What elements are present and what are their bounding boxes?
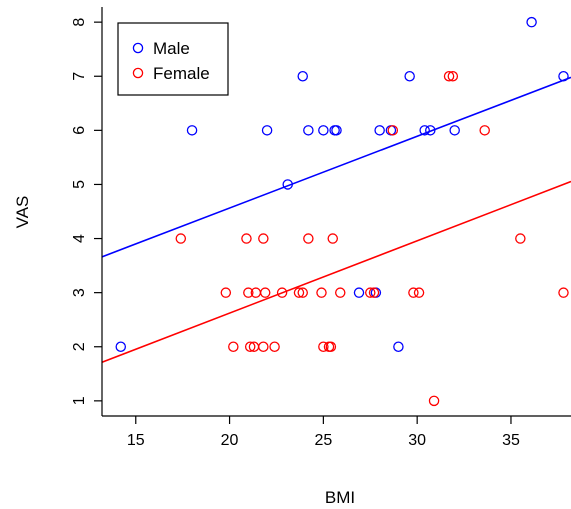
y-tick-label: 6: [71, 126, 88, 135]
point-female: [336, 288, 345, 297]
fit-line-male: [102, 77, 571, 256]
point-male: [405, 72, 414, 81]
y-tick-label: 1: [71, 396, 88, 405]
point-male: [304, 126, 313, 135]
point-female: [229, 342, 238, 351]
y-tick-label: 2: [71, 342, 88, 351]
point-female: [414, 288, 423, 297]
point-female: [317, 288, 326, 297]
x-axis-title: BMI: [325, 488, 355, 507]
point-female: [304, 234, 313, 243]
point-male: [262, 126, 271, 135]
point-female: [270, 342, 279, 351]
point-female: [242, 234, 251, 243]
point-female: [261, 288, 270, 297]
point-male: [354, 288, 363, 297]
point-female: [221, 288, 230, 297]
point-male: [116, 342, 125, 351]
legend-label-male: Male: [153, 39, 190, 58]
legend: Male Female: [118, 23, 228, 95]
point-female: [259, 342, 268, 351]
point-male: [298, 72, 307, 81]
x-tick-label: 35: [502, 432, 520, 449]
point-female: [429, 396, 438, 405]
point-male: [319, 126, 328, 135]
legend-label-female: Female: [153, 64, 210, 83]
y-tick-label: 4: [71, 234, 88, 243]
y-tick-label: 3: [71, 288, 88, 297]
y-tick-label: 7: [71, 72, 88, 81]
point-female: [480, 126, 489, 135]
fit-line-female: [102, 182, 571, 363]
point-male: [394, 342, 403, 351]
point-male: [527, 18, 536, 27]
x-tick-label: 20: [221, 432, 239, 449]
legend-box: [118, 23, 228, 95]
point-male: [450, 126, 459, 135]
x-tick-label: 30: [408, 432, 426, 449]
point-female: [516, 234, 525, 243]
point-female: [176, 234, 185, 243]
point-female: [328, 234, 337, 243]
y-tick-label: 5: [71, 180, 88, 189]
point-female: [559, 288, 568, 297]
y-tick-label: 8: [71, 18, 88, 27]
point-female: [259, 234, 268, 243]
x-tick-label: 25: [314, 432, 332, 449]
y-axis-title: VAS: [13, 196, 32, 229]
point-male: [375, 126, 384, 135]
point-male: [187, 126, 196, 135]
x-tick-label: 15: [127, 432, 145, 449]
